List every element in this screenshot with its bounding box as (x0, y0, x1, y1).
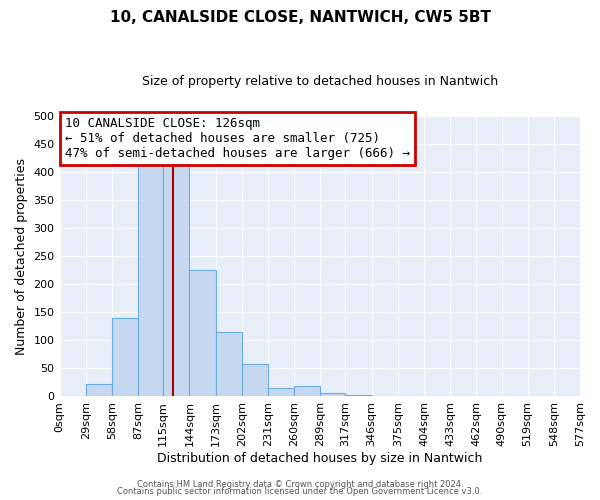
Bar (215, 332, 242, 396)
Bar (320, 392, 346, 396)
Title: Size of property relative to detached houses in Nantwich: Size of property relative to detached ho… (142, 75, 498, 88)
Bar (242, 364, 268, 396)
Bar (163, 164, 190, 396)
Bar (86, 384, 112, 396)
Y-axis label: Number of detached properties: Number of detached properties (15, 158, 28, 354)
Bar (190, 270, 215, 396)
Bar (294, 386, 320, 396)
X-axis label: Distribution of detached houses by size in Nantwich: Distribution of detached houses by size … (157, 452, 482, 465)
Bar (268, 388, 294, 396)
Text: 10, CANALSIDE CLOSE, NANTWICH, CW5 5BT: 10, CANALSIDE CLOSE, NANTWICH, CW5 5BT (110, 10, 491, 25)
Bar (138, 164, 163, 396)
Bar (112, 318, 138, 396)
Text: Contains HM Land Registry data © Crown copyright and database right 2024.: Contains HM Land Registry data © Crown c… (137, 480, 463, 489)
Bar (346, 395, 371, 396)
Text: Contains public sector information licensed under the Open Government Licence v3: Contains public sector information licen… (118, 487, 482, 496)
Text: 10 CANALSIDE CLOSE: 126sqm
← 51% of detached houses are smaller (725)
47% of sem: 10 CANALSIDE CLOSE: 126sqm ← 51% of deta… (65, 117, 410, 160)
